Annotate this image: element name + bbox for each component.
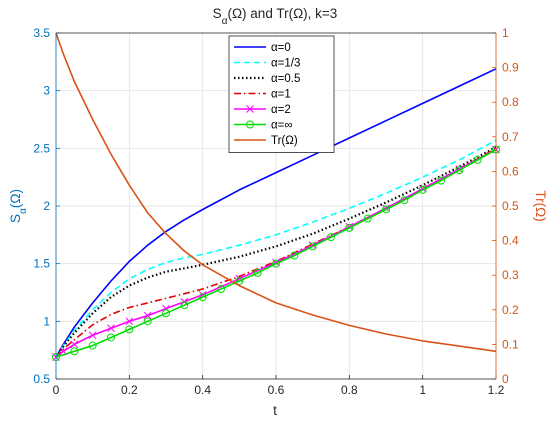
legend-marker-4 xyxy=(246,105,254,113)
series-5-point xyxy=(217,285,225,294)
legend-label-6: Tr(Ω) xyxy=(271,135,298,147)
y-right-tick-label: 0.1 xyxy=(502,337,519,351)
x-tick-label: 0 xyxy=(53,383,60,397)
x-tick-label: 0.4 xyxy=(194,383,211,397)
series-5-point xyxy=(180,301,189,310)
x-tick-label: 0.6 xyxy=(268,383,285,397)
series-5-point xyxy=(253,268,262,277)
legend-label-2: α=0.5 xyxy=(271,73,300,85)
y-axis-left-label: Sα(Ω) xyxy=(8,189,29,223)
y-left-tick-label: 1.5 xyxy=(33,257,50,271)
y-left-tick-label: 3.5 xyxy=(33,26,50,40)
series-5-point xyxy=(162,309,170,318)
y-left-tick-label: 1 xyxy=(43,314,50,328)
y-right-tick-label: 0 xyxy=(502,372,509,386)
series-5-point xyxy=(70,347,79,356)
y-right-tick-label: 0.4 xyxy=(502,234,519,248)
series-line-5 xyxy=(55,148,497,358)
legend-box xyxy=(228,35,335,153)
x-tick-label: 1 xyxy=(419,383,426,397)
series-5-point xyxy=(88,341,97,350)
series-4-point xyxy=(88,331,97,340)
series-4-point-stroke xyxy=(59,347,68,356)
series-5-point xyxy=(382,205,390,214)
series-4-point-stroke xyxy=(235,274,244,283)
series-5-point xyxy=(418,185,427,194)
series-4-point xyxy=(107,324,115,333)
series-4-point xyxy=(198,290,207,299)
y-right-tick-label: 0.5 xyxy=(502,199,519,213)
series-4-point xyxy=(70,340,79,349)
series-line-0 xyxy=(55,68,497,358)
series-5-point xyxy=(272,259,280,268)
series-5-point xyxy=(400,196,409,205)
series-4-point-stroke xyxy=(198,290,207,299)
x-axis-label: t xyxy=(273,403,277,418)
series-5-point xyxy=(473,155,482,164)
x-tick-label: 1.2 xyxy=(488,383,505,397)
y-left-tick-label: 3 xyxy=(43,84,50,98)
series-4-point xyxy=(143,311,152,320)
series-4-point-stroke xyxy=(70,340,79,349)
series-4-point xyxy=(125,317,134,326)
x-tick-label: 0.8 xyxy=(341,383,358,397)
chart-title: Sα(Ω) and Tr(Ω), k=3 xyxy=(213,6,338,27)
y-axis-right-label: Tr(Ω) xyxy=(533,190,548,221)
legend: α=0 α=1/3 α=0.5 α=1 α=2 α=∞ Tr(Ω) xyxy=(228,35,335,153)
series-5-point xyxy=(345,223,354,232)
series-5-point xyxy=(363,214,372,223)
y-right-tick-label: 1 xyxy=(502,26,509,40)
y-right-tick-label: 0.6 xyxy=(502,164,519,178)
legend-label-3: α=1 xyxy=(271,89,291,101)
legend-label-1: α=1/3 xyxy=(271,58,300,70)
legend-marker-5 xyxy=(246,120,254,129)
series-4-point xyxy=(235,274,244,283)
y-right-tick-label: 0.3 xyxy=(502,268,519,282)
series-layer xyxy=(52,32,500,362)
series-5-point xyxy=(308,242,317,251)
y-left-tick-label: 2.5 xyxy=(33,141,50,155)
series-5-point xyxy=(143,317,152,326)
series-line-2 xyxy=(55,146,497,358)
series-4-point-stroke xyxy=(107,324,115,333)
y-left-tick-label: 2 xyxy=(43,199,50,213)
y-right-tick-label: 0.8 xyxy=(502,95,519,109)
y-right-tick-label: 0.9 xyxy=(502,61,519,75)
series-5-point xyxy=(125,325,134,334)
legend-label-0: α=0 xyxy=(271,42,291,54)
series-4-point-stroke xyxy=(143,311,152,320)
y-left-tick-label: 0.5 xyxy=(33,372,50,386)
series-line-1 xyxy=(55,139,497,358)
y-right-tick-label: 0.2 xyxy=(502,303,519,317)
series-5-point xyxy=(198,293,207,302)
legend-marker-4-stroke xyxy=(246,105,254,113)
series-5-point xyxy=(327,233,335,242)
legend-label-4: α=2 xyxy=(271,104,291,116)
series-4-point-stroke xyxy=(125,317,134,326)
x-tick-label: 0.2 xyxy=(121,383,138,397)
series-5-point xyxy=(107,333,115,342)
series-5-point xyxy=(437,176,445,185)
series-line-4 xyxy=(55,148,497,358)
series-5-point xyxy=(290,251,299,260)
series-5-point xyxy=(455,166,464,175)
series-line-6 xyxy=(55,32,497,353)
series-4-point-stroke xyxy=(88,331,97,340)
axes-layer: 0 0.2 0.4 0.6 0.8 1 1.2 0.5 1 1.5 2 2.5 3 3.5 0 0.1 0.2 0… xyxy=(33,26,519,397)
legend-label-5: α=∞ xyxy=(271,120,293,132)
series-5-point xyxy=(235,276,244,285)
y-right-tick-label: 0.7 xyxy=(502,130,519,144)
